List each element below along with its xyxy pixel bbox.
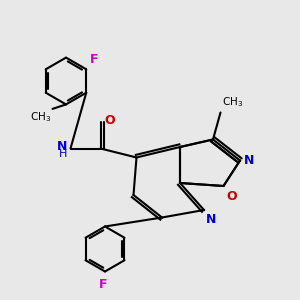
Text: N: N [57, 140, 68, 154]
Text: O: O [104, 113, 115, 127]
Text: H: H [59, 149, 68, 159]
Text: O: O [226, 190, 236, 203]
Text: F: F [90, 53, 98, 66]
Text: N: N [206, 213, 216, 226]
Text: N: N [244, 154, 254, 167]
Text: F: F [99, 278, 108, 290]
Text: CH$_3$: CH$_3$ [30, 110, 51, 124]
Text: CH$_3$: CH$_3$ [222, 96, 243, 110]
